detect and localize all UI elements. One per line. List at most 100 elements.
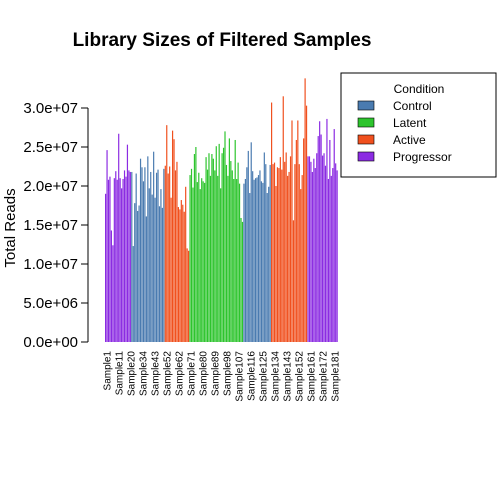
bar-control: [131, 171, 133, 342]
bar-active: [176, 161, 178, 342]
bar-latent: [218, 143, 220, 342]
bar-progressor: [317, 136, 319, 342]
y-tick-label: 1.0e+07: [23, 256, 78, 273]
bar-active: [305, 105, 308, 342]
bar-progressor: [320, 134, 322, 342]
bar-control: [163, 168, 165, 342]
bar-progressor: [106, 150, 108, 342]
y-tick-label: 2.5e+07: [23, 139, 78, 156]
bar-latent: [208, 153, 210, 342]
bar-active: [188, 250, 190, 342]
bar-latent: [199, 189, 201, 342]
bar-active: [288, 171, 290, 342]
legend-label-latent: Latent: [393, 116, 427, 130]
bar-active: [173, 139, 175, 342]
bar-active: [297, 120, 299, 342]
bar-active: [169, 166, 171, 342]
bar-latent: [234, 139, 236, 342]
x-tick-label: Sample71: [187, 351, 198, 396]
bar-active: [292, 220, 295, 342]
bar-latent: [209, 175, 212, 342]
bar-latent: [222, 147, 225, 342]
bar-control: [268, 186, 270, 342]
x-tick-label: Sample20: [127, 351, 138, 396]
bar-latent: [196, 182, 198, 342]
bar-control: [148, 188, 150, 342]
x-tick-label: Sample89: [211, 351, 222, 396]
x-tick-label: Sample172: [319, 351, 330, 402]
bar-active: [170, 197, 172, 342]
bar-active: [295, 139, 297, 342]
bar-latent: [201, 178, 203, 342]
bar-latent: [202, 181, 204, 342]
legend-label-control: Control: [393, 99, 432, 113]
bar-control: [139, 158, 142, 342]
bar-progressor: [123, 170, 126, 342]
bar-control: [141, 167, 143, 342]
x-tick-label: Sample152: [295, 351, 306, 402]
bar-control: [155, 172, 158, 342]
bar-control: [142, 181, 145, 342]
bar-latent: [206, 169, 209, 342]
bar-progressor: [121, 188, 123, 342]
bar-active: [291, 120, 293, 342]
legend-title: Condition: [394, 82, 445, 96]
bar-control: [134, 203, 136, 342]
bar-control: [135, 173, 137, 342]
bar-control: [266, 193, 268, 342]
bar-active: [289, 156, 292, 342]
bar-control: [145, 216, 147, 342]
bar-latent: [211, 154, 213, 342]
bar-control: [254, 178, 257, 342]
x-tick-label: Sample80: [199, 351, 210, 396]
bar-latent: [241, 221, 244, 342]
legend-swatch-progressor: [357, 151, 375, 162]
y-tick-label: 2.0e+07: [23, 178, 78, 195]
bar-control: [259, 170, 261, 342]
bar-progressor: [326, 118, 328, 342]
bar-active: [185, 186, 187, 342]
bar-latent: [224, 131, 226, 342]
bar-progressor: [321, 155, 324, 342]
bar-active: [279, 157, 281, 342]
bar-latent: [240, 217, 242, 342]
bar-latent: [220, 188, 222, 342]
bar-control: [157, 169, 159, 342]
bar-control: [137, 210, 139, 342]
bar-progressor: [311, 171, 313, 342]
bar-control: [161, 207, 163, 342]
bar-control: [260, 181, 263, 342]
bar-control: [138, 205, 140, 342]
bar-progressor: [129, 171, 131, 342]
bar-active: [271, 102, 273, 342]
bar-progressor: [327, 178, 329, 342]
x-tick-label: Sample161: [307, 351, 318, 402]
bar-progressor: [105, 193, 107, 342]
x-tick-label: Sample125: [259, 351, 270, 402]
bar-latent: [225, 164, 228, 342]
bar-active: [300, 189, 302, 342]
bar-progressor: [126, 144, 129, 342]
bar-latent: [195, 147, 197, 342]
bar-active: [180, 200, 182, 342]
bar-progressor: [330, 175, 332, 342]
bar-latent: [205, 157, 207, 342]
bar-progressor: [107, 179, 110, 342]
bar-active: [278, 168, 280, 342]
bar-control: [246, 167, 248, 342]
bar-control: [144, 167, 146, 342]
bar-latent: [217, 175, 219, 342]
bar-active: [294, 164, 296, 342]
bar-progressor: [122, 178, 124, 342]
bar-progressor: [113, 178, 115, 342]
bar-progressor: [109, 176, 111, 342]
bar-control: [257, 175, 260, 342]
x-tick-label: Sample1: [103, 351, 114, 391]
bar-progressor: [307, 156, 309, 342]
bar-active: [167, 173, 169, 342]
bar-progressor: [112, 245, 114, 342]
x-tick-label: Sample143: [283, 351, 294, 402]
bars-group: [105, 78, 338, 343]
bar-active: [272, 164, 274, 342]
bar-control: [256, 177, 258, 342]
